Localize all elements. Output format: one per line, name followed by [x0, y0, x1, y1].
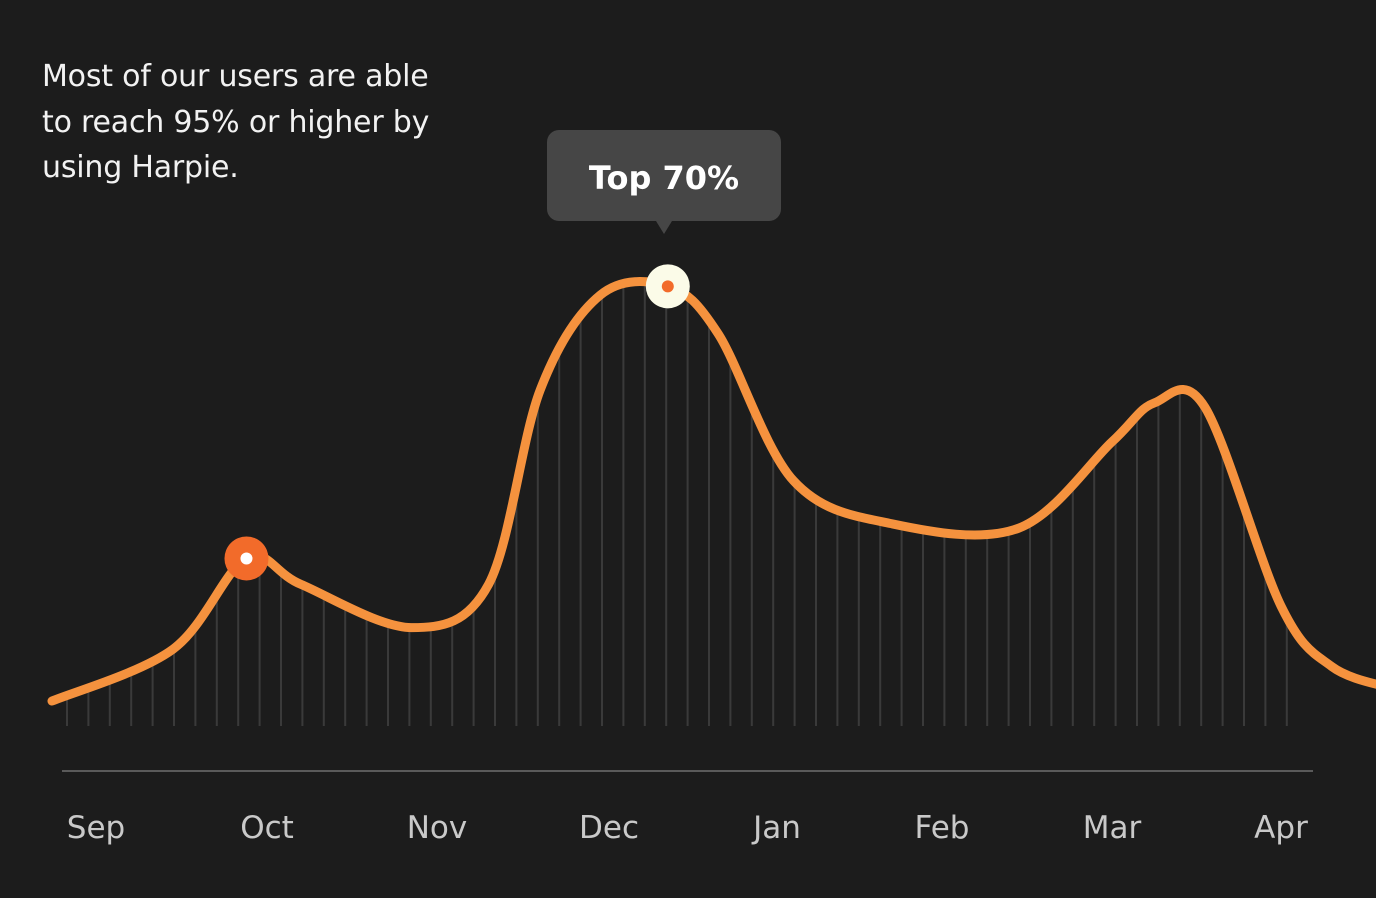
- hatch-lines: [66, 285, 1288, 726]
- x-tick-label: Dec: [579, 810, 639, 846]
- tooltip-label: Top 70%: [588, 158, 740, 197]
- x-tick-label: Sep: [66, 810, 126, 846]
- chart-headline: Most of our users are able to reach 95% …: [42, 59, 430, 185]
- x-tick-label: Oct: [240, 810, 294, 846]
- series-line: [47, 277, 1376, 706]
- peak-tooltip: Top 70%: [547, 130, 781, 234]
- oct-marker-dot: [240, 552, 253, 565]
- highlight-markers: [224, 264, 690, 581]
- x-tick-label: Mar: [1082, 810, 1142, 846]
- x-tick-label: Nov: [406, 810, 468, 846]
- x-tick-label: Apr: [1254, 810, 1308, 846]
- peak-marker-dot: [661, 280, 674, 293]
- x-tick-label: Jan: [753, 810, 801, 846]
- x-tick-label: Feb: [914, 810, 970, 846]
- x-axis-labels: Sep Oct Nov Dec Jan Feb Mar Apr: [0, 810, 1376, 860]
